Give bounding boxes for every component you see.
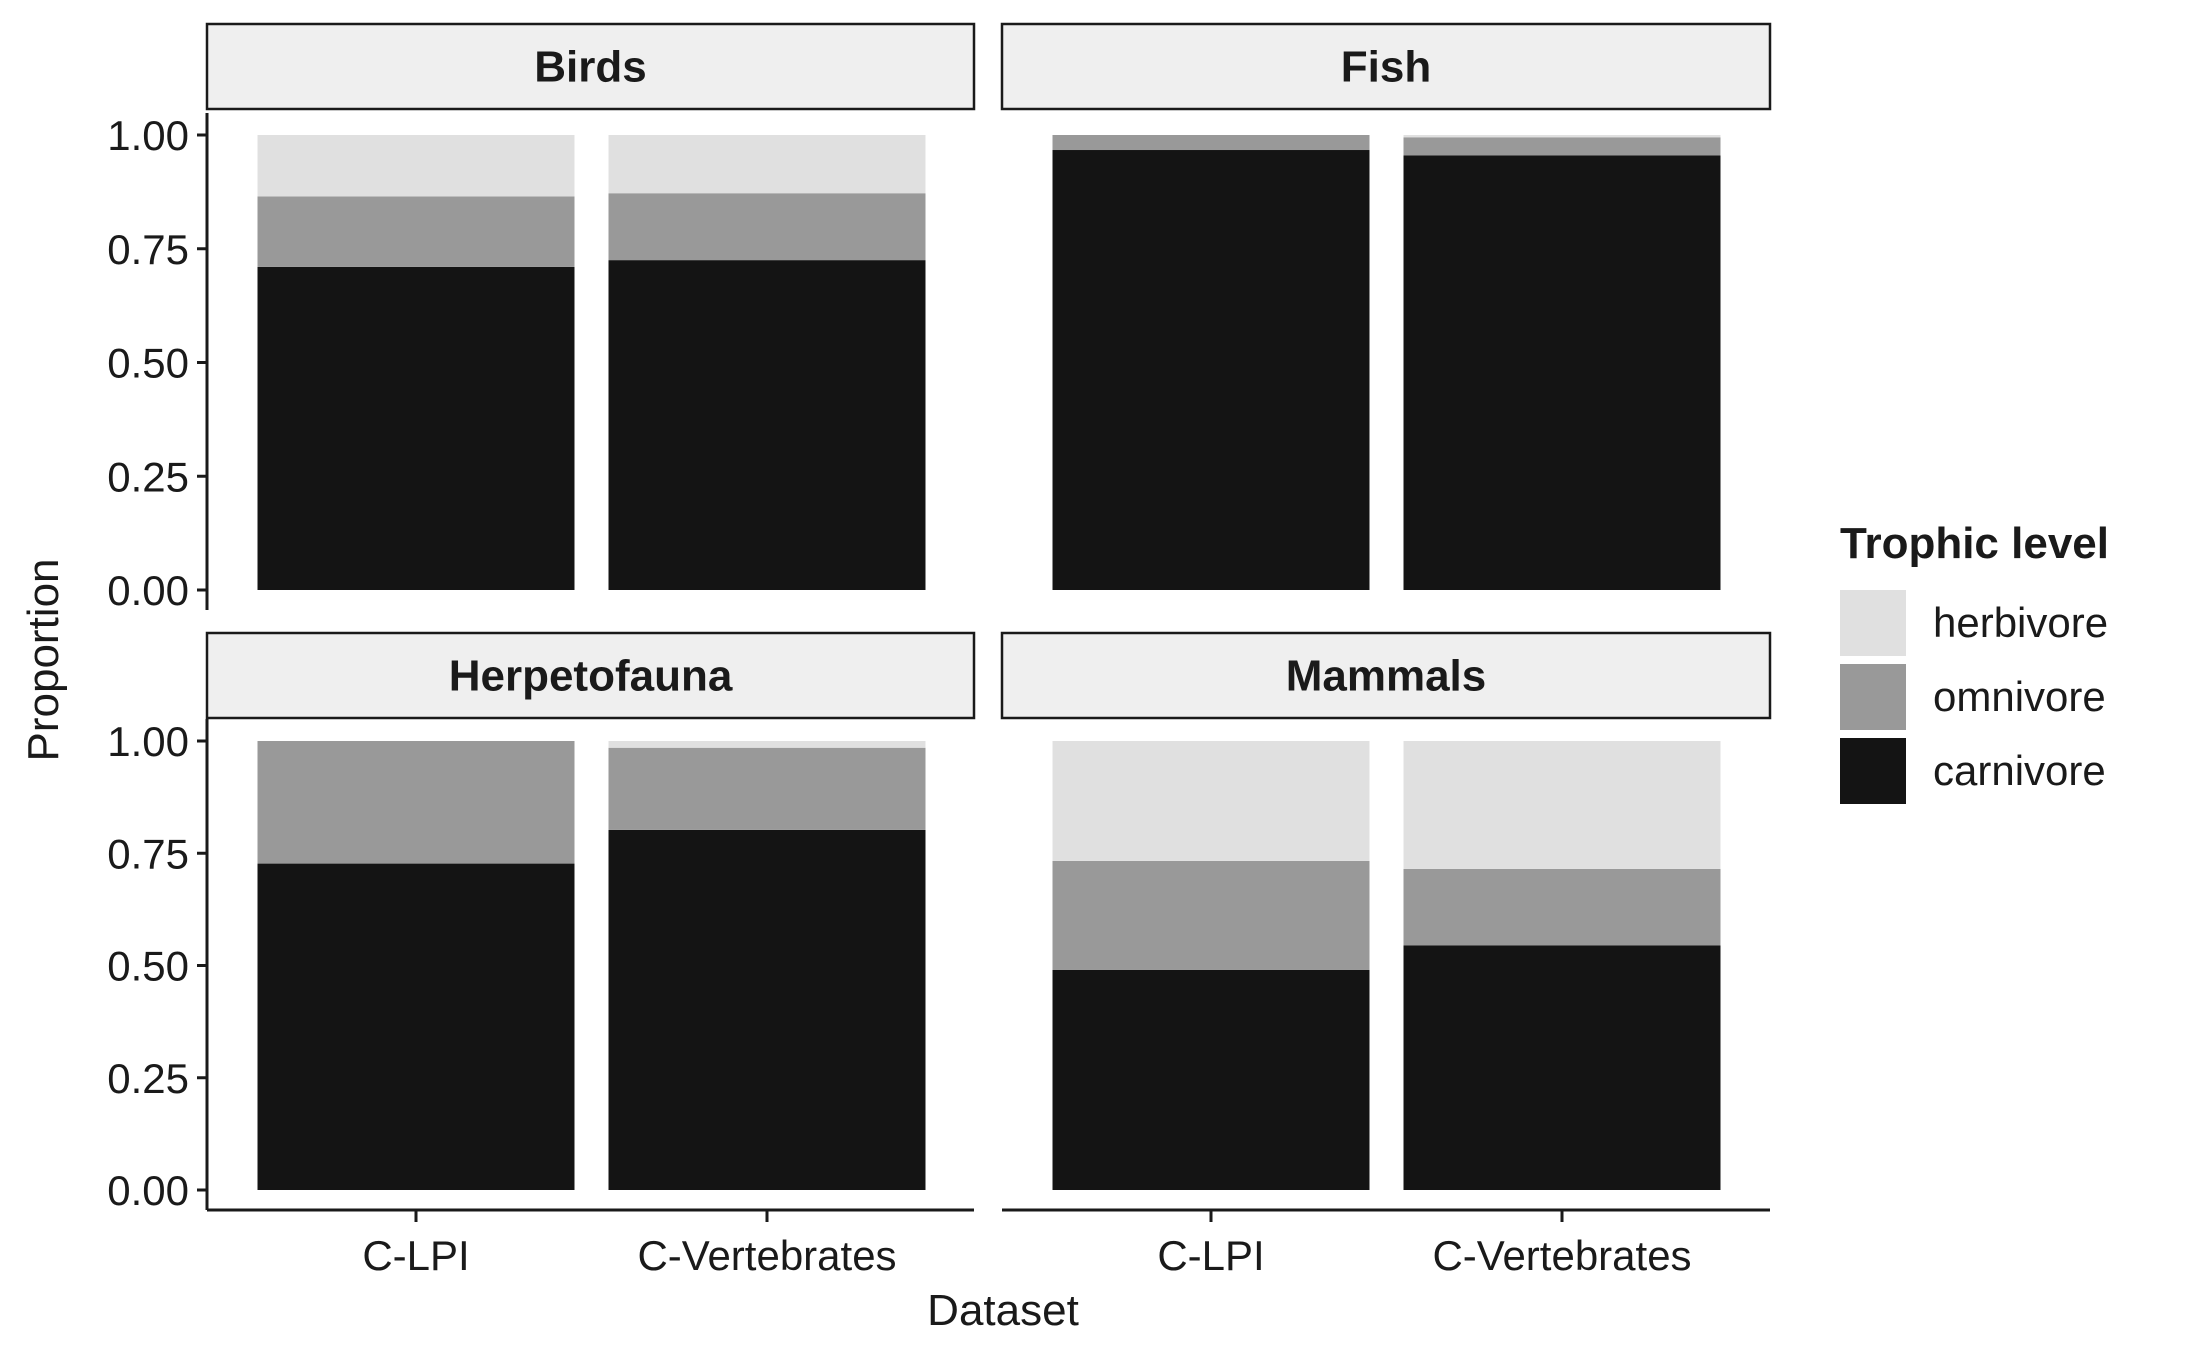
bar-segment-carnivore xyxy=(608,829,926,1190)
facet-title: Herpetofauna xyxy=(449,652,733,701)
y-tick-label: 0.25 xyxy=(107,453,189,500)
panel-fish: Fish xyxy=(1000,22,1772,590)
facet-strip xyxy=(1000,22,1772,111)
bar-segment-omnivore xyxy=(1403,868,1721,946)
bar-segment-carnivore xyxy=(1403,945,1721,1190)
panel-herpetofauna: Herpetofauna 0.00 0.25 0.50 0.75 1.00 C-LPI C-V… xyxy=(107,631,976,1279)
y-tick-label: 1.00 xyxy=(107,718,189,765)
bar-segment-herbivore xyxy=(608,135,926,194)
bar-segment-omnivore xyxy=(257,196,575,267)
legend-label-omnivore: omnivore xyxy=(1933,673,2106,720)
bar-segment-carnivore xyxy=(1052,150,1370,590)
x-axis-title: Dataset xyxy=(927,1286,1079,1335)
bar-segment-herbivore xyxy=(608,741,926,748)
bar-segment-omnivore xyxy=(1403,137,1721,156)
legend-swatch-omnivore xyxy=(1840,664,1906,730)
facet-panels: Birds 0.00 0.25 0.50 0.75 1.00 Fish Herpetofaun… xyxy=(107,22,1772,1279)
x-tick-label: C-LPI xyxy=(1157,1232,1264,1279)
bar-segment-herbivore xyxy=(257,135,575,197)
legend-label-herbivore: herbivore xyxy=(1933,599,2108,646)
bar-segment-carnivore xyxy=(257,266,575,590)
bar-segment-omnivore xyxy=(257,741,575,864)
panel-mammals: Mammals C-LPI C-Vertebrates xyxy=(1000,631,1772,1279)
facet-strip xyxy=(1000,631,1772,720)
y-tick-label: 0.50 xyxy=(107,943,189,990)
x-tick-label: C-Vertebrates xyxy=(1432,1232,1691,1279)
y-tick-label: 0.75 xyxy=(107,830,189,877)
bar-segment-carnivore xyxy=(1403,155,1721,590)
bar-segment-omnivore xyxy=(1052,135,1370,151)
x-tick-label: C-Vertebrates xyxy=(637,1232,896,1279)
bar-segment-carnivore xyxy=(1052,969,1370,1190)
facet-strip xyxy=(205,631,976,720)
facet-title: Mammals xyxy=(1286,652,1487,701)
bar-segment-herbivore xyxy=(1403,135,1721,138)
x-tick-label: C-LPI xyxy=(362,1232,469,1279)
legend-swatch-herbivore xyxy=(1840,590,1906,656)
bar-segment-carnivore xyxy=(257,863,575,1190)
y-tick-label: 0.00 xyxy=(107,1167,189,1214)
y-tick-label: 0.00 xyxy=(107,567,189,614)
legend: Trophic level herbivore omnivore carnivore xyxy=(1840,519,2109,804)
y-tick-label: 0.50 xyxy=(107,340,189,387)
facet-title: Birds xyxy=(534,43,646,92)
facet-title: Fish xyxy=(1341,43,1431,92)
bar-segment-herbivore xyxy=(1403,741,1721,869)
y-axis-title: Proportion xyxy=(19,558,68,761)
legend-title: Trophic level xyxy=(1840,519,2109,568)
bar-segment-herbivore xyxy=(1052,741,1370,861)
bar-segment-omnivore xyxy=(608,193,926,261)
legend-swatch-carnivore xyxy=(1840,738,1906,804)
panel-birds: Birds 0.00 0.25 0.50 0.75 1.00 xyxy=(107,22,976,614)
bar-segment-omnivore xyxy=(608,747,926,830)
y-tick-label: 0.75 xyxy=(107,226,189,273)
facet-strip xyxy=(205,22,976,111)
y-tick-label: 0.25 xyxy=(107,1055,189,1102)
y-tick-label: 1.00 xyxy=(107,112,189,159)
bar-segment-carnivore xyxy=(608,260,926,590)
legend-label-carnivore: carnivore xyxy=(1933,747,2106,794)
bar-segment-omnivore xyxy=(1052,860,1370,970)
